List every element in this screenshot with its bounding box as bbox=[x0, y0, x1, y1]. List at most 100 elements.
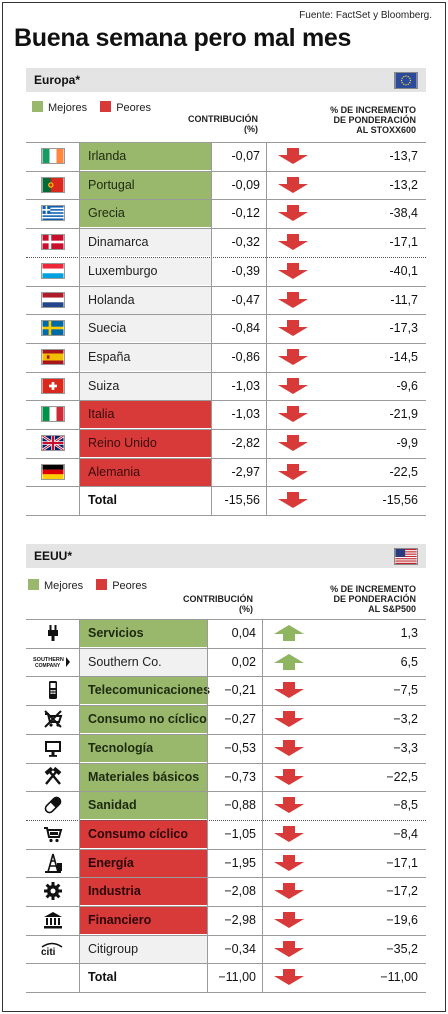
col-contrib-line-1: CONTRIBUCIÓN bbox=[188, 114, 258, 124]
row-label: Total bbox=[80, 963, 207, 991]
row-divider bbox=[26, 228, 426, 229]
row-label: Grecia bbox=[80, 199, 211, 227]
row-divider bbox=[26, 257, 426, 258]
row-label: España bbox=[80, 343, 211, 371]
row-label: Alemania bbox=[80, 458, 211, 486]
arrow-down-icon bbox=[278, 205, 308, 221]
row-label: Portugal bbox=[80, 171, 211, 199]
row-pct-change: -17,3 bbox=[389, 321, 419, 335]
luxembourg-flag-icon bbox=[26, 257, 79, 285]
row-label: Suecia bbox=[80, 314, 211, 342]
row-contribution: 0,04 bbox=[231, 626, 256, 640]
arrow-down-icon bbox=[274, 969, 304, 985]
total-row: Total -15,56 -15,56 bbox=[26, 486, 426, 515]
row-label: Materiales básicos bbox=[80, 763, 207, 791]
row-contribution: -0,07 bbox=[231, 149, 261, 163]
row-pct-change: 1,3 bbox=[400, 626, 418, 640]
europe-col-pct: % DE INCREMENTO DE PONDERACIÓN AL STOXX6… bbox=[276, 105, 416, 135]
crossed-hammers-icon bbox=[26, 763, 79, 791]
row-contribution: -0,12 bbox=[231, 206, 261, 220]
arrow-down-icon bbox=[274, 682, 304, 698]
row-label: Italia bbox=[80, 400, 211, 428]
row-label: Irlanda bbox=[80, 142, 211, 170]
col-pct-line-2: DE PONDERACIÓN bbox=[333, 594, 416, 604]
table-row: Consumo no cíclico −0,27 −3,2 bbox=[26, 705, 426, 734]
row-pct-change: −8,4 bbox=[393, 827, 418, 841]
table-row: Reino Unido -2,82 -9,9 bbox=[26, 429, 426, 458]
table-row: Portugal -0,09 -13,2 bbox=[26, 171, 426, 200]
row-trend bbox=[262, 763, 322, 791]
row-trend bbox=[266, 429, 326, 457]
table-row: Sanidad −0,88 −8,5 bbox=[26, 791, 426, 820]
row-contribution: −0,53 bbox=[224, 741, 256, 755]
pill-icon bbox=[26, 791, 79, 819]
row-contribution: -2,82 bbox=[231, 436, 261, 450]
row-trend bbox=[266, 286, 326, 314]
row-divider bbox=[26, 429, 426, 430]
row-trend bbox=[262, 705, 322, 733]
europe-section: Europa* Mejores Peores CONTRIBUCIÓN (%) … bbox=[26, 68, 426, 520]
row-label: Luxemburgo bbox=[80, 257, 211, 285]
usa-col-contrib: CONTRIBUCIÓN (%) bbox=[171, 594, 253, 614]
column-divider bbox=[266, 142, 267, 515]
row-divider bbox=[26, 648, 426, 649]
col-pct-line-3: AL S&P500 bbox=[368, 604, 416, 614]
legend-best-swatch bbox=[28, 579, 39, 590]
usa-section: EEUU* Mejores Peores CONTRIBUCIÓN (%) % … bbox=[26, 544, 426, 999]
row-trend bbox=[266, 199, 326, 227]
mobile-phone-icon bbox=[26, 676, 79, 704]
row-contribution: -0,09 bbox=[231, 178, 261, 192]
table-bottom-divider bbox=[26, 515, 426, 516]
ireland-flag-icon bbox=[26, 142, 79, 170]
row-contribution: −0,21 bbox=[224, 683, 256, 697]
row-trend bbox=[266, 257, 326, 285]
legend-worst-swatch bbox=[96, 579, 108, 590]
row-label: Suiza bbox=[80, 372, 211, 400]
row-label: Energía bbox=[80, 849, 207, 877]
gear-icon bbox=[26, 877, 79, 905]
row-trend bbox=[262, 963, 322, 991]
row-trend bbox=[266, 343, 326, 371]
row-label: Sanidad bbox=[80, 791, 207, 819]
row-trend bbox=[262, 849, 322, 877]
row-contribution: -1,03 bbox=[231, 379, 261, 393]
row-divider bbox=[26, 791, 426, 792]
column-divider bbox=[211, 142, 212, 515]
row-contribution: -2,97 bbox=[231, 465, 261, 479]
row-trend bbox=[262, 734, 322, 762]
row-divider bbox=[26, 734, 426, 735]
row-contribution: −2,98 bbox=[224, 913, 256, 927]
arrow-down-icon bbox=[278, 464, 308, 480]
row-divider bbox=[26, 458, 426, 459]
europe-col-contrib: CONTRIBUCIÓN (%) bbox=[176, 114, 258, 134]
table-row: Financiero −2,98 −19,6 bbox=[26, 906, 426, 935]
row-contribution: -0,84 bbox=[231, 321, 261, 335]
monitor-icon bbox=[26, 734, 79, 762]
row-divider bbox=[26, 763, 426, 764]
row-trend bbox=[262, 877, 322, 905]
arrow-down-icon bbox=[278, 435, 308, 451]
table-row: Luxemburgo -0,39 -40,1 bbox=[26, 257, 426, 286]
row-trend bbox=[262, 619, 322, 647]
table-row: Dinamarca -0,32 -17,1 bbox=[26, 228, 426, 257]
shopping-cart-icon bbox=[26, 820, 79, 848]
row-divider bbox=[26, 286, 426, 287]
row-label: Dinamarca bbox=[80, 228, 211, 256]
arrow-down-icon bbox=[274, 855, 304, 871]
row-pct-change: −3,3 bbox=[393, 741, 418, 755]
row-pct-change: −7,5 bbox=[393, 683, 418, 697]
table-row: Consumo cíclico −1,05 −8,4 bbox=[26, 820, 426, 849]
col-pct-line-1: % DE INCREMENTO bbox=[330, 584, 416, 594]
legend-worst: Peores bbox=[100, 101, 151, 114]
total-row: Total −11,00 −11,00 bbox=[26, 963, 426, 992]
row-label: Financiero bbox=[80, 906, 207, 934]
arrow-down-icon bbox=[278, 349, 308, 365]
usa-header: EEUU* bbox=[26, 544, 426, 568]
svg-text:SOUTHERN: SOUTHERN bbox=[33, 657, 64, 663]
row-divider bbox=[26, 400, 426, 401]
spain-flag-icon bbox=[26, 343, 79, 371]
row-contribution: −1,95 bbox=[224, 856, 256, 870]
table-row: Grecia -0,12 -38,4 bbox=[26, 199, 426, 228]
row-contribution: −2,08 bbox=[224, 884, 256, 898]
table-row: Tecnología −0,53 −3,3 bbox=[26, 734, 426, 763]
